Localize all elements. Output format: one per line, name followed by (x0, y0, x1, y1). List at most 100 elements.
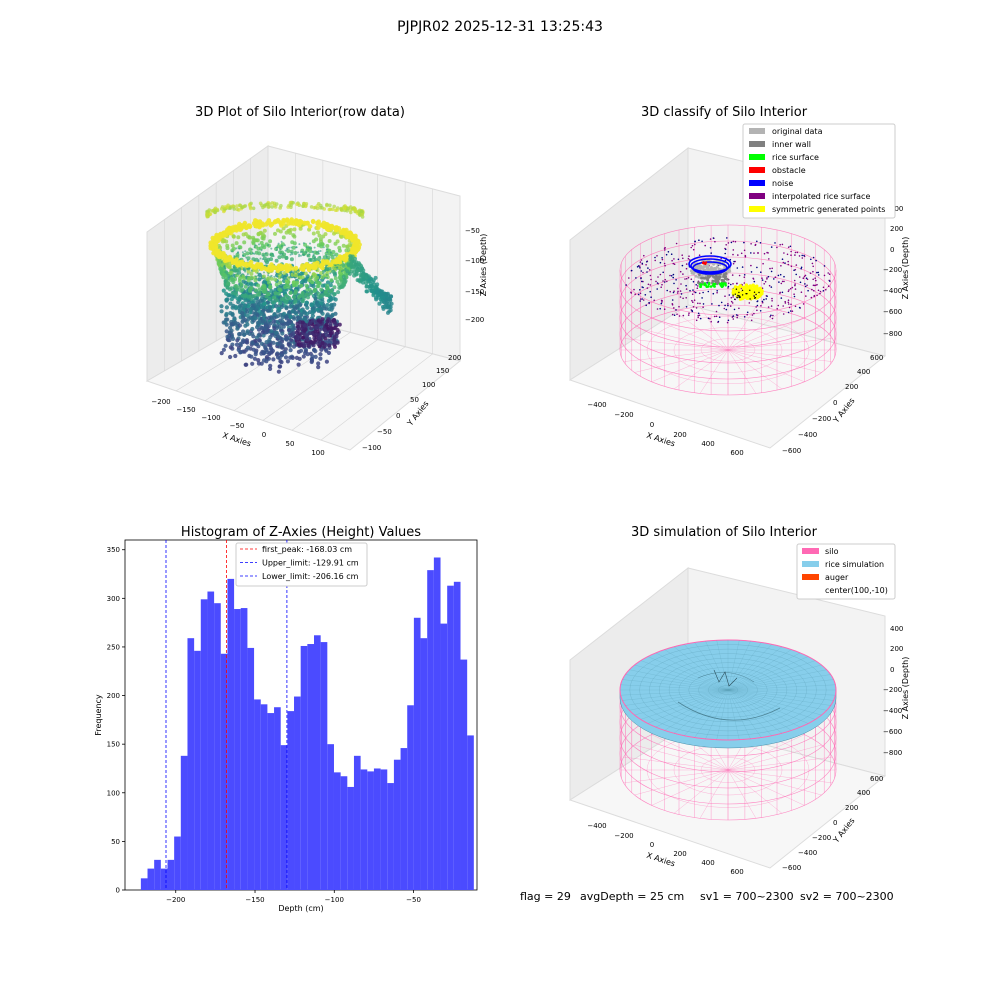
plot2-point-noise (789, 310, 792, 312)
plot3-bar (280, 745, 288, 890)
plot4-zlabel: Z Axies (Depth) (901, 657, 910, 720)
plot1-point (328, 314, 334, 319)
plot1-point (322, 246, 325, 249)
plot2-point-noise (763, 298, 765, 301)
plot2-point-interpolated (682, 273, 684, 275)
plot1-point (254, 244, 257, 247)
plot1-point (249, 271, 254, 276)
plot2-point-interpolated (656, 255, 658, 257)
plot2-point-interpolated (802, 303, 805, 305)
plot2-legend-label: rice surface (772, 153, 819, 162)
plot2-legend: original data inner wall rice surface obsta… (742, 123, 896, 219)
plot1-point (246, 273, 249, 276)
plot1-point (269, 347, 274, 352)
plot2-point-interpolated (828, 273, 831, 276)
plot2-point-noise (640, 277, 642, 280)
plot1-point (235, 207, 239, 212)
plot2-point-interpolated (664, 278, 666, 281)
plot1-point (292, 234, 297, 239)
plot1-point (250, 269, 253, 272)
plot2-point-noise (765, 298, 767, 300)
plot1-point (225, 334, 230, 339)
plot2-point-interpolated (805, 295, 807, 297)
plot1-point (298, 255, 300, 258)
plot1-point (271, 252, 274, 255)
plot1-point (265, 260, 269, 265)
plot2-point-interpolated (783, 280, 785, 283)
plot1-zlabel: Z Axies (Depth) (479, 234, 488, 297)
plot1-point (227, 293, 232, 298)
plot2-point-interpolated (816, 294, 818, 297)
plot1-point (352, 273, 357, 278)
plot1-point (223, 205, 228, 209)
plot1-point (261, 319, 266, 324)
plot1-point (314, 263, 320, 268)
plot1-point (264, 277, 266, 280)
plot1-y-tick: −50 (377, 428, 392, 436)
plot2-point-interpolated (727, 282, 730, 285)
plot3-y-tick: 150 (107, 741, 120, 749)
plot1-point (301, 204, 305, 208)
plot1-point (280, 319, 285, 324)
plot1-point (259, 351, 264, 356)
plot2-point-interpolated (790, 303, 792, 306)
plot1-x-tick: −100 (201, 414, 220, 422)
plot1-point (337, 245, 342, 250)
plot2-point-interpolated (646, 287, 649, 289)
plot2-legend-swatch (749, 193, 765, 199)
plot2-point-interpolated (640, 259, 643, 261)
plot1-point (226, 281, 231, 286)
plot2-point-noise (733, 260, 735, 263)
plot2-point-noise (789, 245, 792, 248)
plot2-point-noise (716, 290, 718, 292)
plot1-point (341, 243, 346, 248)
plot3-bar (327, 744, 334, 890)
plot1-point (304, 292, 309, 297)
plot2-point-interpolated (750, 319, 753, 322)
plot2-point-interpolated (729, 305, 732, 307)
plot1-point (217, 262, 222, 267)
plot2-point-interpolated (685, 267, 688, 270)
plot2-point-interpolated (685, 263, 688, 265)
plot2-point-noise (702, 291, 704, 294)
plot1-point (243, 284, 248, 289)
plot1-point (287, 310, 292, 315)
plot1-point (213, 235, 218, 240)
plot2-point-noise (770, 270, 773, 273)
plot2-point-interpolated (682, 257, 684, 260)
plot2-point-inner-wall (724, 272, 728, 275)
plot1-point (322, 306, 327, 311)
plot1-point (317, 252, 320, 255)
plot2-x-tick: 0 (650, 421, 654, 429)
plot1-point (246, 278, 251, 283)
plot2-point-rice-surface (713, 285, 716, 288)
plot2-point-noise (736, 267, 739, 269)
plot1-point (319, 271, 324, 275)
plot1-point (246, 316, 251, 321)
plot2-point-noise (697, 312, 700, 315)
plot2-point-interpolated (825, 288, 827, 291)
plot1-point (233, 353, 238, 359)
plot2-point-interpolated (761, 277, 763, 280)
plot2-point-interpolated (806, 284, 808, 287)
plot1-point (235, 296, 240, 301)
plot2-point-noise (650, 296, 652, 299)
plot1-point (255, 304, 260, 310)
plot1-point (249, 252, 252, 255)
plot2-point-interpolated (685, 288, 688, 290)
plot1-point (233, 277, 237, 282)
plot1-point (267, 350, 273, 355)
plot1-point (245, 276, 248, 279)
plot1-point (276, 334, 281, 339)
plot1-point (373, 290, 378, 295)
plot2-point-interpolated (691, 244, 694, 247)
plot2-point-interpolated (794, 305, 797, 308)
plot2-point-interpolated (771, 267, 773, 270)
figure-suptitle: PJPJR02 2025-12-31 13:25:43 (397, 19, 603, 35)
plot3-title: Histogram of Z-Axies (Height) Values (181, 525, 421, 540)
plot2-point-noise (720, 301, 723, 304)
plot1-point (278, 301, 283, 306)
plot1-point (233, 291, 238, 296)
plot2-point-noise (689, 289, 691, 292)
